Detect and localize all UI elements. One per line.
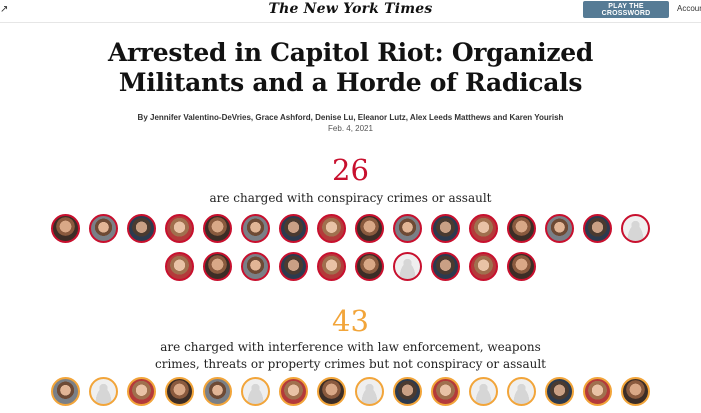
description-line: crimes, threats or property crimes but n… bbox=[155, 357, 546, 371]
share-icon[interactable]: ↗ bbox=[0, 4, 9, 15]
avatar-photo[interactable] bbox=[507, 214, 536, 243]
avatar-photo[interactable] bbox=[279, 252, 308, 281]
avatar-photo[interactable] bbox=[165, 377, 194, 406]
avatar-photo[interactable] bbox=[393, 214, 422, 243]
avatar-photo[interactable] bbox=[507, 252, 536, 281]
avatar-photo[interactable] bbox=[317, 252, 346, 281]
avatar-photo[interactable] bbox=[431, 377, 460, 406]
avatar-row bbox=[0, 377, 701, 413]
avatar-photo[interactable] bbox=[431, 252, 460, 281]
avatar-photo[interactable] bbox=[165, 214, 194, 243]
avatar-photo[interactable] bbox=[317, 214, 346, 243]
avatar-photo[interactable] bbox=[545, 214, 574, 243]
avatar-photo[interactable] bbox=[51, 214, 80, 243]
article-headline: Arrested in Capitol Riot: Organized Mili… bbox=[0, 38, 701, 98]
headline-line-1: Arrested in Capitol Riot: Organized bbox=[107, 38, 594, 67]
avatar-photo[interactable] bbox=[51, 377, 80, 406]
headline-line-2: Militants and a Horde of Radicals bbox=[118, 68, 583, 97]
avatar-placeholder[interactable] bbox=[89, 377, 118, 406]
avatar-row bbox=[0, 214, 701, 250]
publish-date: Feb. 4, 2021 bbox=[328, 124, 373, 133]
avatar-placeholder[interactable] bbox=[469, 377, 498, 406]
avatar-photo[interactable] bbox=[203, 377, 232, 406]
avatar-row bbox=[0, 252, 701, 288]
interference-description: are charged with interference with law e… bbox=[0, 339, 701, 373]
interference-count: 43 bbox=[332, 304, 369, 338]
avatar-photo[interactable] bbox=[241, 214, 270, 243]
avatar-photo[interactable] bbox=[279, 214, 308, 243]
account-link[interactable]: Account bbox=[677, 4, 701, 13]
conspiracy-assault-count: 26 bbox=[332, 153, 369, 187]
avatar-placeholder[interactable] bbox=[393, 252, 422, 281]
avatar-placeholder[interactable] bbox=[355, 377, 384, 406]
avatar-photo[interactable] bbox=[165, 252, 194, 281]
avatar-photo[interactable] bbox=[203, 214, 232, 243]
byline: By Jennifer Valentino-DeVries, Grace Ash… bbox=[137, 113, 564, 122]
avatar-photo[interactable] bbox=[431, 214, 460, 243]
avatar-photo[interactable] bbox=[621, 377, 650, 406]
avatar-photo[interactable] bbox=[469, 214, 498, 243]
description-line: are charged with interference with law e… bbox=[160, 340, 541, 354]
avatar-photo[interactable] bbox=[89, 214, 118, 243]
top-bar: ↗ The New York Times PLAY THE CROSSWORD … bbox=[0, 0, 701, 23]
description-line: are charged with conspiracy crimes or as… bbox=[209, 191, 492, 205]
avatar-placeholder[interactable] bbox=[621, 214, 650, 243]
avatar-photo[interactable] bbox=[203, 252, 232, 281]
masthead-logo[interactable]: The New York Times bbox=[268, 1, 433, 17]
avatar-photo[interactable] bbox=[317, 377, 346, 406]
avatar-photo[interactable] bbox=[355, 252, 384, 281]
avatar-photo[interactable] bbox=[393, 377, 422, 406]
avatar-photo[interactable] bbox=[241, 252, 270, 281]
avatar-photo[interactable] bbox=[127, 377, 156, 406]
avatar-photo[interactable] bbox=[279, 377, 308, 406]
play-crossword-button[interactable]: PLAY THE CROSSWORD bbox=[583, 1, 669, 18]
avatar-photo[interactable] bbox=[545, 377, 574, 406]
avatar-photo[interactable] bbox=[469, 252, 498, 281]
avatar-photo[interactable] bbox=[355, 214, 384, 243]
avatar-photo[interactable] bbox=[583, 214, 612, 243]
avatar-placeholder[interactable] bbox=[241, 377, 270, 406]
avatar-placeholder[interactable] bbox=[507, 377, 536, 406]
avatar-photo[interactable] bbox=[583, 377, 612, 406]
conspiracy-assault-description: are charged with conspiracy crimes or as… bbox=[0, 190, 701, 207]
avatar-photo[interactable] bbox=[127, 214, 156, 243]
